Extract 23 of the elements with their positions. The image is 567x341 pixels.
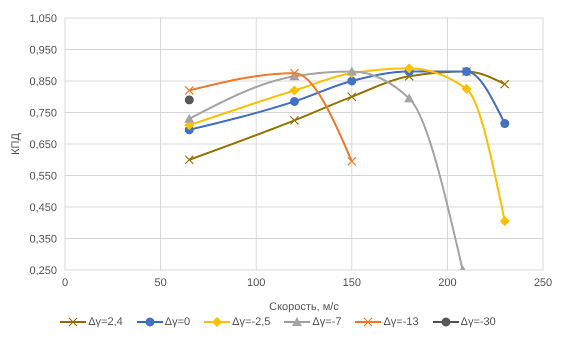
x-tick-label: 100: [247, 276, 266, 289]
legend-label: Δγ=0: [164, 316, 190, 328]
y-tick-label: 0,550: [29, 170, 57, 182]
legend-label: Δγ=-7: [311, 316, 342, 328]
x-tick-label: 50: [154, 276, 167, 289]
x-axis-title: Скорость, м/с: [269, 301, 340, 313]
y-tick-label: 0,450: [29, 202, 57, 214]
y-tick-label: 0,350: [29, 233, 57, 246]
x-tick-label: 0: [62, 276, 68, 289]
x-tick-label: 150: [342, 276, 361, 289]
legend-label: Δγ=-2,5: [231, 316, 270, 328]
legend-label: Δγ=-13: [382, 316, 419, 328]
y-tick-label: 0,650: [29, 138, 57, 151]
y-tick-label: 1,050: [29, 12, 57, 25]
legend-label: Δγ=2,4: [87, 316, 123, 328]
x-tick-label: 200: [438, 276, 457, 289]
y-tick-label: 0,950: [29, 44, 57, 56]
y-tick-label: 0,250: [29, 264, 57, 277]
y-axis-title: КПД: [10, 132, 22, 155]
x-tick-label: 250: [534, 276, 552, 289]
y-tick-label: 0,750: [29, 107, 57, 120]
legend-label: Δγ=-30: [460, 316, 496, 328]
y-tick-label: 0,850: [29, 76, 57, 88]
